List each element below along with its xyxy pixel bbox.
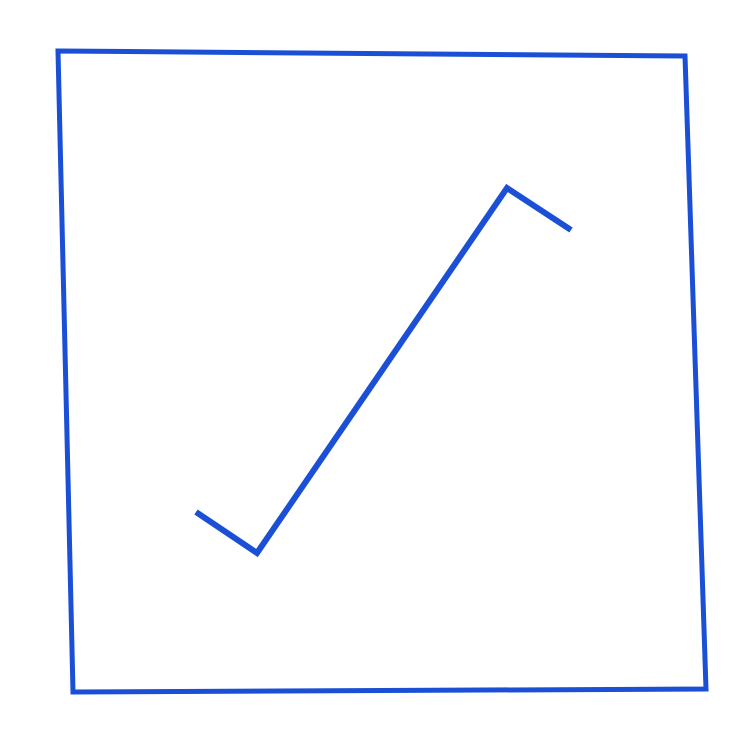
checkbox-border xyxy=(55,48,709,695)
checkmark-icon xyxy=(194,183,573,558)
